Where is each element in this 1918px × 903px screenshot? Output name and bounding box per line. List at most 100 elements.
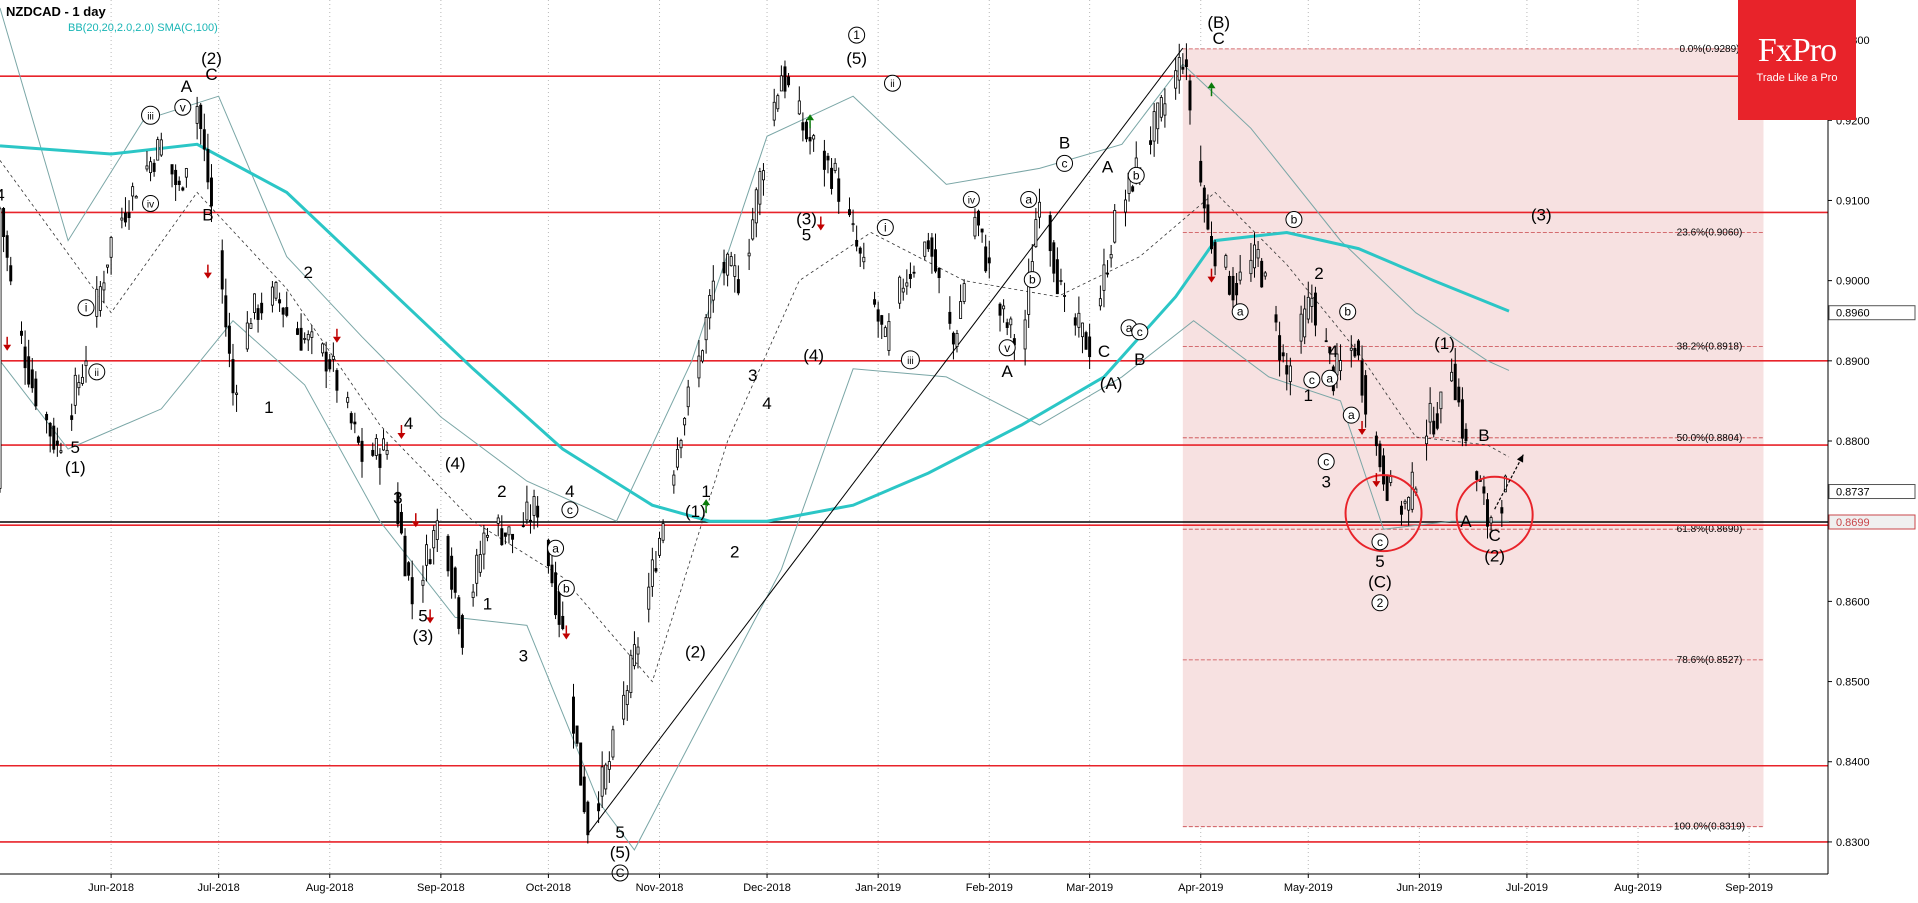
wave-label: B [202, 206, 213, 225]
candle [1149, 126, 1153, 155]
candle-body [873, 299, 877, 305]
wave-label: C [1098, 342, 1110, 361]
candles-layer [0, 43, 1507, 844]
candle-body [1174, 70, 1178, 89]
candle-body [1048, 215, 1052, 252]
candle-body [998, 303, 1002, 316]
candle-body [683, 417, 687, 426]
candle-body [880, 315, 884, 325]
candle [145, 151, 149, 172]
candle [582, 766, 586, 814]
candle [1106, 260, 1110, 278]
candle-body [1199, 160, 1203, 183]
candle-body [249, 323, 253, 329]
candle-body [52, 425, 56, 450]
candle-body [1385, 474, 1389, 501]
candle-body [1503, 475, 1507, 493]
candle-body [883, 327, 887, 338]
candle-body [826, 155, 830, 161]
candle-body [0, 208, 2, 489]
candle-body [256, 308, 260, 320]
candle-body [432, 530, 436, 549]
candle-body [1464, 428, 1468, 442]
candle [851, 209, 855, 232]
candle-body [1303, 308, 1307, 338]
candle [607, 751, 611, 783]
candle [346, 391, 350, 409]
candle-body [1256, 248, 1260, 259]
candle-body [131, 186, 135, 197]
candle-body [951, 332, 955, 345]
candle-body [428, 559, 432, 564]
wave-label: (5) [610, 843, 631, 862]
down-arrow-head [3, 344, 12, 351]
wave-label-circle [142, 194, 160, 212]
candle-body [331, 355, 335, 360]
wave-label: 5 [418, 606, 427, 625]
wave-label: b [1344, 305, 1351, 319]
candle-body [747, 252, 751, 257]
candle-body [2, 208, 6, 237]
fibonacci-level-label: 0.0%(0.9289) [1679, 44, 1739, 55]
candle-body [679, 440, 683, 449]
candle [321, 342, 325, 357]
candle [754, 187, 758, 238]
candle-body [1231, 275, 1235, 301]
candle [52, 417, 56, 454]
candle [661, 519, 665, 544]
candle [73, 367, 77, 415]
candle-body [776, 95, 780, 110]
candle [30, 357, 34, 393]
wave-label: 1 [483, 594, 492, 613]
candle-body [1460, 399, 1464, 439]
candle-body [887, 321, 891, 351]
down-arrow-icon [426, 609, 435, 624]
candle-body [181, 187, 185, 191]
candle [1080, 322, 1084, 354]
wave-label-circle [1056, 154, 1074, 172]
candle [296, 321, 299, 336]
candle [532, 489, 536, 530]
candle-body [1152, 111, 1156, 142]
candle-body [654, 568, 658, 572]
candle-body [1482, 486, 1486, 494]
candle [1263, 270, 1267, 280]
candle [632, 631, 636, 670]
candle-body [1227, 275, 1231, 295]
wave-label: A [1102, 157, 1114, 176]
candle-body [848, 209, 851, 216]
candle-body [80, 376, 84, 384]
x-tick-label: Jun-2019 [1396, 882, 1442, 894]
fibonacci-level-label: 61.8%(0.8690) [1677, 524, 1743, 535]
up-arrow-icon [1207, 82, 1216, 97]
wave-label: 2 [497, 482, 506, 501]
candle-body [550, 564, 554, 584]
candle [306, 330, 310, 351]
candle [1224, 253, 1228, 270]
wave-label-circle [883, 74, 901, 92]
candle [1256, 241, 1260, 268]
candle-body [901, 287, 905, 293]
candle [787, 73, 791, 88]
x-tick-label: Aug-2019 [1614, 882, 1662, 894]
candle [1238, 255, 1242, 285]
wave-label-circle [88, 363, 106, 381]
candle [711, 265, 715, 313]
candle [647, 572, 651, 623]
candle-body [59, 450, 63, 453]
candle [776, 93, 780, 112]
candle-body [485, 534, 489, 538]
candle-body [1364, 375, 1368, 415]
candle [407, 561, 411, 581]
candle [507, 526, 511, 544]
candle [274, 280, 278, 302]
wave-label: b [1133, 168, 1140, 182]
x-tick-label: Dec-2018 [743, 882, 791, 894]
candle [1385, 474, 1389, 502]
candle [855, 225, 859, 252]
candle [446, 534, 450, 577]
down-arrow-icon [397, 424, 406, 439]
candle [159, 132, 163, 157]
candle [385, 441, 389, 460]
